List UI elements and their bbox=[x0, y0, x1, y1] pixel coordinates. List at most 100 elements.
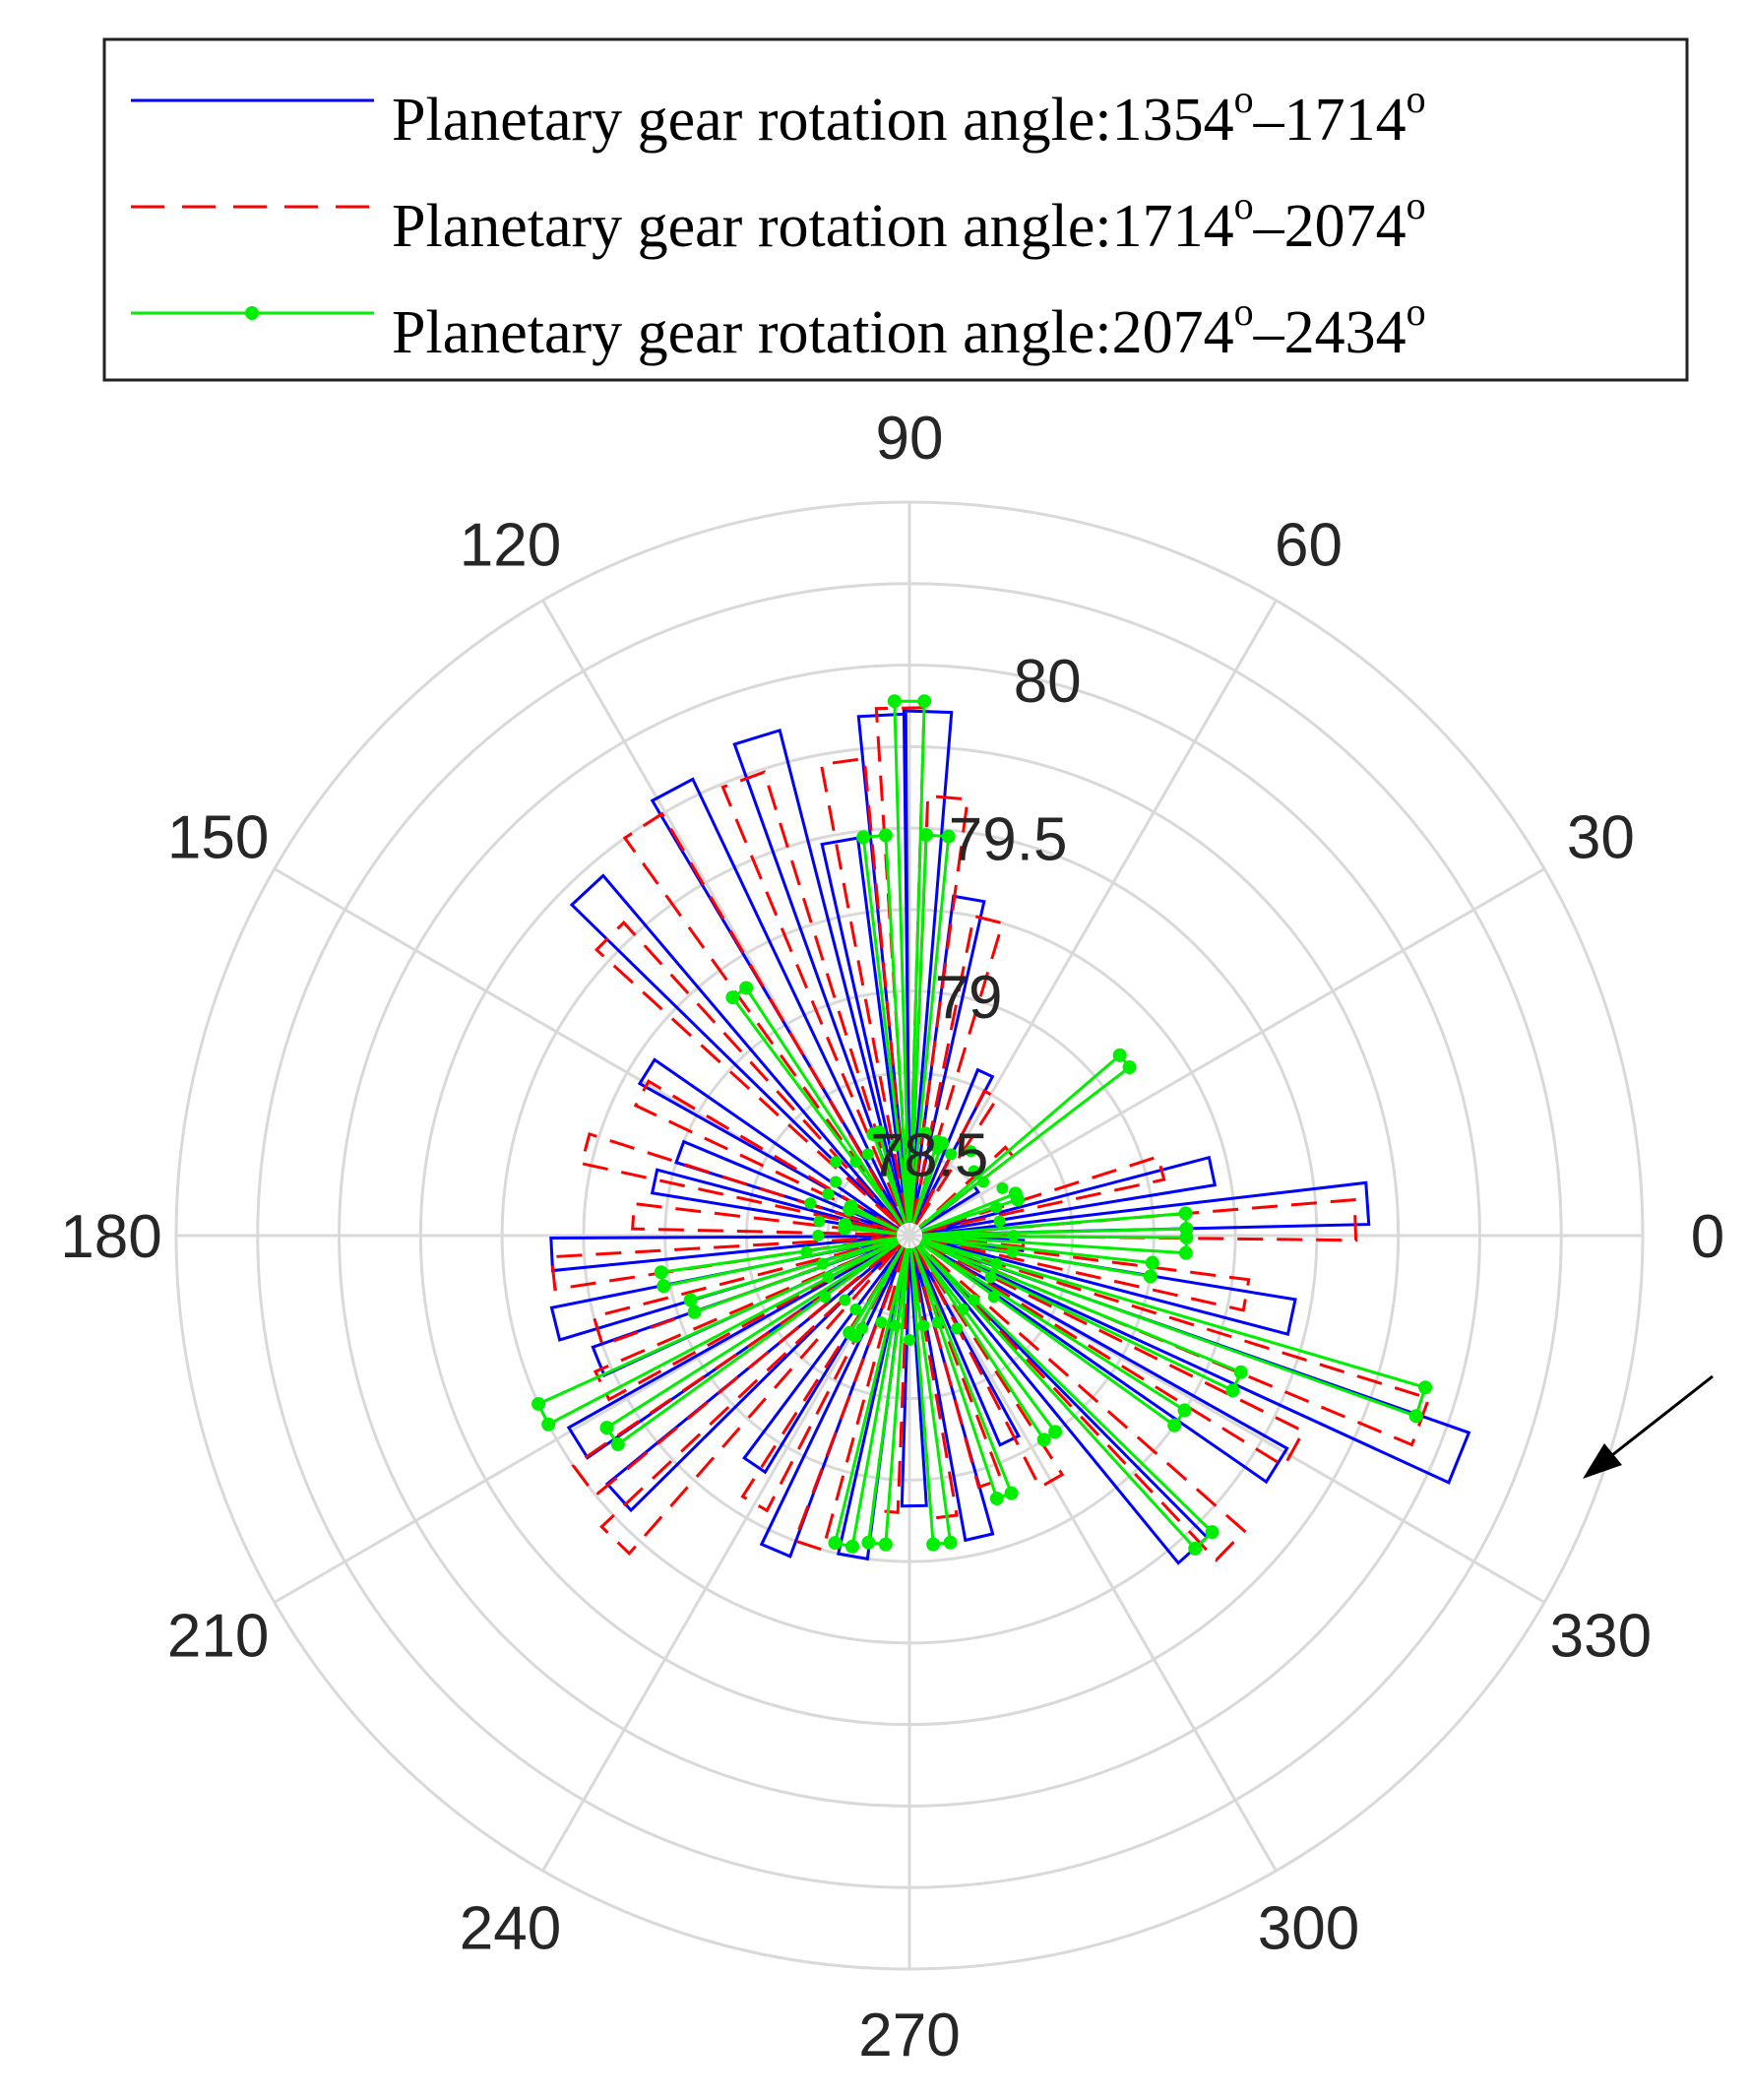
series-2-marker bbox=[1178, 1245, 1193, 1260]
series-2-marker bbox=[919, 828, 934, 843]
series-2-marker bbox=[931, 1142, 944, 1155]
series-2-marker bbox=[849, 1155, 862, 1168]
series-2-marker bbox=[965, 1145, 977, 1158]
series-2-marker bbox=[996, 1181, 1009, 1194]
series-2-marker bbox=[917, 694, 932, 709]
series-2-petal bbox=[921, 1238, 1428, 1419]
series-2-marker bbox=[739, 981, 754, 995]
series-2-marker bbox=[843, 1202, 857, 1217]
series-2-marker bbox=[1418, 1380, 1433, 1395]
series-0-petal bbox=[742, 1245, 904, 1475]
series-2-marker bbox=[1233, 1365, 1248, 1379]
series-2-marker bbox=[845, 1539, 860, 1554]
series-2-marker bbox=[1112, 1048, 1127, 1062]
grid-spoke-30 bbox=[908, 867, 1545, 1238]
legend-entry-blue: Planetary gear rotation angle:1354o–1714… bbox=[131, 77, 1426, 154]
series-layer bbox=[531, 694, 1471, 1565]
series-0-petal bbox=[921, 1155, 1218, 1235]
legend-label-1: Planetary gear rotation angle:1354o–1714… bbox=[392, 77, 1426, 154]
series-2-marker bbox=[1004, 1486, 1019, 1500]
series-2-marker bbox=[610, 1437, 625, 1452]
series-2-marker bbox=[990, 1257, 1003, 1270]
radial-tick-label: 79.5 bbox=[949, 805, 1068, 873]
series-2-marker bbox=[1036, 1432, 1051, 1447]
series-2-petal bbox=[922, 1211, 1188, 1237]
series-2-marker bbox=[1143, 1269, 1157, 1284]
series-1-petal bbox=[792, 1247, 907, 1553]
series-1-petal bbox=[631, 1201, 897, 1237]
series-2-marker bbox=[990, 1201, 1003, 1214]
theta-tick-label: 120 bbox=[460, 512, 561, 580]
series-2-marker bbox=[951, 1322, 964, 1335]
series-2-marker bbox=[849, 1304, 862, 1316]
series-2-petal bbox=[833, 1247, 908, 1549]
legend-label-3: Planetary gear rotation angle:2074o–2434… bbox=[392, 289, 1426, 366]
series-2-petal bbox=[908, 1247, 953, 1547]
series-2-marker bbox=[829, 1176, 842, 1188]
series-0-petal bbox=[732, 728, 907, 1224]
grid-spoke-240 bbox=[541, 1235, 911, 1872]
series-2-marker bbox=[1205, 1525, 1219, 1540]
series-0-petal bbox=[913, 1246, 1022, 1447]
series-1-petal bbox=[580, 1131, 898, 1235]
series-2-marker bbox=[878, 1537, 893, 1552]
theta-tick-label: 300 bbox=[1258, 1894, 1359, 1962]
theta-tick-label: 60 bbox=[1275, 512, 1343, 580]
series-2-petal bbox=[893, 699, 926, 1223]
series-1-petal bbox=[622, 811, 905, 1226]
series-1-petal bbox=[920, 1239, 1431, 1447]
series-1-petal bbox=[921, 1155, 1166, 1235]
theta-tick-label: 150 bbox=[167, 804, 269, 872]
series-1-petal bbox=[599, 1243, 902, 1557]
series-1-petal bbox=[720, 770, 906, 1225]
series-2-marker bbox=[904, 1333, 915, 1346]
series-2-marker bbox=[828, 1536, 843, 1551]
series-2-petal bbox=[730, 986, 904, 1227]
series-2-petal bbox=[604, 1241, 900, 1447]
series-2-marker bbox=[1177, 1403, 1192, 1418]
series-0-petal bbox=[919, 1241, 1289, 1485]
series-2-marker bbox=[656, 1279, 671, 1294]
arrow-head bbox=[1583, 1443, 1622, 1479]
series-2-marker bbox=[855, 1322, 868, 1335]
series-2-petal bbox=[918, 1052, 1132, 1229]
series-2-petal bbox=[908, 833, 951, 1223]
series-2-marker bbox=[968, 1294, 980, 1306]
series-1-petal bbox=[594, 920, 902, 1228]
series-0-petal bbox=[820, 836, 909, 1224]
series-2-petal bbox=[912, 1246, 1014, 1500]
radial-tick-label: 78.5 bbox=[870, 1122, 989, 1190]
series-2-marker bbox=[816, 1257, 829, 1270]
series-2-marker bbox=[957, 1304, 969, 1316]
radial-tick-label: 80 bbox=[1014, 648, 1082, 716]
radial-tick-label: 79 bbox=[935, 964, 1003, 1032]
series-1-petal bbox=[593, 1240, 899, 1402]
series-2-marker bbox=[822, 1271, 835, 1284]
series-2-marker bbox=[1408, 1409, 1423, 1424]
series-2-marker bbox=[1007, 1230, 1020, 1241]
series-2-petal bbox=[861, 833, 910, 1223]
theta-tick-label: 330 bbox=[1550, 1603, 1652, 1671]
theta-tick-label: 0 bbox=[1691, 1203, 1724, 1271]
legend-marker-green bbox=[245, 306, 259, 320]
series-1-petal bbox=[921, 1236, 1251, 1312]
theta-tick-label: 270 bbox=[858, 2002, 960, 2069]
series-2-marker bbox=[838, 1221, 852, 1236]
legend: Planetary gear rotation angle:1354o–1714… bbox=[102, 37, 1689, 382]
series-2-marker bbox=[819, 1291, 832, 1304]
series-2-marker bbox=[917, 1319, 930, 1332]
series-2-marker bbox=[861, 1535, 876, 1550]
series-2-petal bbox=[917, 1243, 1215, 1552]
series-2-marker bbox=[889, 1139, 902, 1152]
series-0-petal bbox=[910, 1247, 995, 1543]
series-2-marker bbox=[839, 1294, 851, 1306]
series-2-marker bbox=[687, 1305, 702, 1319]
polar-grid bbox=[174, 500, 1645, 1971]
series-2-marker bbox=[871, 1130, 884, 1143]
series-0-petal bbox=[569, 873, 903, 1228]
series-1-petal bbox=[911, 1247, 1004, 1490]
series-2-marker bbox=[987, 1291, 1000, 1304]
series-2-petal bbox=[536, 1240, 899, 1427]
